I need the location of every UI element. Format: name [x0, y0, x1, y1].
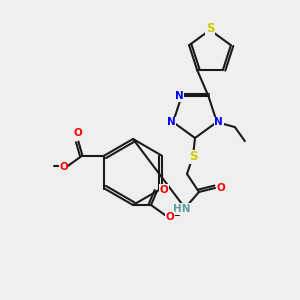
- Text: S: S: [206, 22, 214, 35]
- Text: N: N: [214, 117, 223, 127]
- Text: O: O: [217, 183, 225, 193]
- Text: HN: HN: [173, 204, 191, 214]
- Text: S: S: [189, 151, 197, 164]
- Text: O: O: [166, 212, 174, 222]
- Text: O: O: [73, 128, 82, 139]
- Text: O: O: [160, 185, 168, 195]
- Text: O: O: [59, 163, 68, 172]
- Text: N: N: [175, 92, 184, 101]
- Text: N: N: [167, 117, 176, 127]
